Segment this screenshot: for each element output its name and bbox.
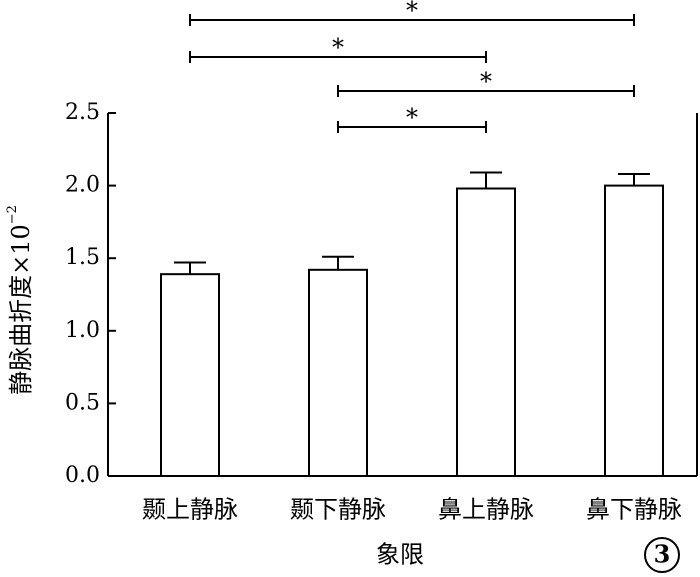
x-axis-label: 象限	[376, 541, 424, 569]
y-tick-label: 2.5	[65, 100, 100, 125]
y-axis-label-exponent: −2	[5, 205, 20, 224]
y-tick-label: 0.0	[65, 463, 100, 488]
y-tick-label: 1.5	[65, 245, 100, 270]
significance-label: *	[406, 104, 418, 132]
y-tick-label: 2.0	[65, 173, 100, 198]
x-tick-label: 鼻下静脉	[586, 496, 682, 524]
bar	[160, 273, 220, 477]
y-axis-label-main: 静脉曲折度×10	[7, 224, 35, 395]
significance-label: *	[480, 68, 492, 96]
x-tick-label: 颞上静脉	[142, 496, 238, 524]
bar	[604, 184, 664, 477]
y-tick-label: 1.0	[65, 318, 100, 343]
y-axis-label: 静脉曲折度×10−2	[5, 205, 35, 395]
annotation: 3	[654, 540, 671, 569]
x-tick-label: 鼻上静脉	[438, 496, 534, 524]
bar	[456, 187, 516, 477]
annotation-circle	[644, 537, 680, 573]
y-tick-label: 0.5	[65, 390, 100, 415]
bar	[308, 268, 368, 478]
significance-label: *	[406, 0, 418, 25]
y-axis-label-group: 静脉曲折度×10−2	[5, 205, 35, 395]
x-tick-label: 颞下静脉	[290, 496, 386, 524]
significance-label: *	[332, 34, 344, 62]
